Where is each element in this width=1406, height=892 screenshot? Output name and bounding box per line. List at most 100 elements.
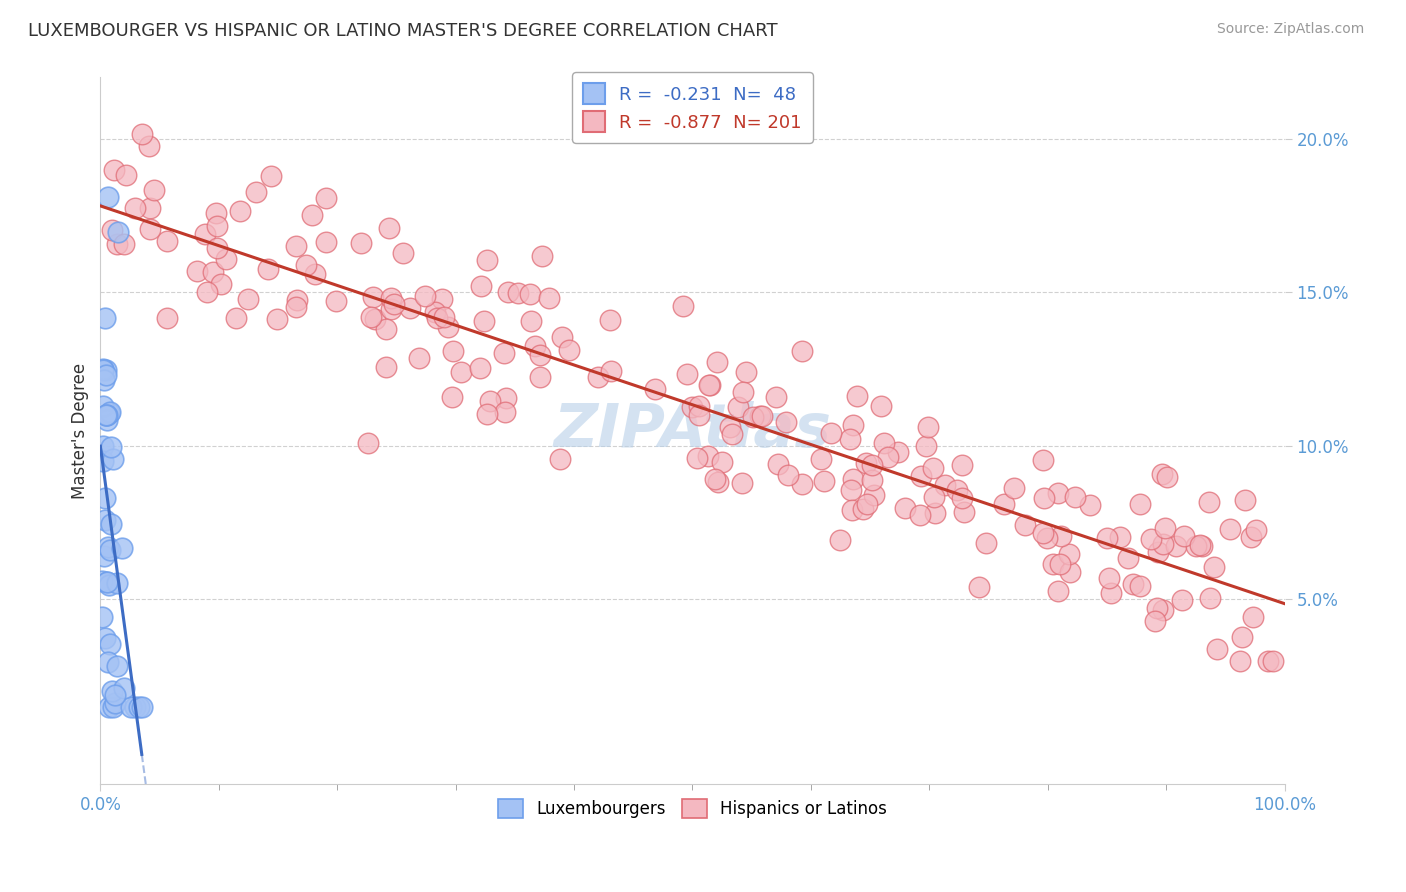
Point [1140,533,1163,547]
Point [537,292,560,306]
Point [1059,566,1081,580]
Point [112,681,135,695]
Point [257,262,280,277]
Point [863,488,886,502]
Point [90,610,112,624]
Point [98,577,121,591]
Point [361,290,384,304]
Point [441,344,464,359]
Point [1002,481,1025,495]
Point [1199,591,1222,605]
Point [686,451,709,466]
Point [349,235,371,250]
Point [792,344,814,359]
Point [93,549,115,563]
Point [855,497,877,511]
Point [1146,601,1168,615]
Point [360,310,382,324]
Point [131,127,153,141]
Point [426,310,449,325]
Point [377,221,399,235]
Point [91,454,114,468]
Point [408,351,430,365]
Point [1109,530,1132,544]
Point [1032,525,1054,540]
Point [1173,528,1195,542]
Point [114,237,136,252]
Point [922,461,945,475]
Point [519,286,541,301]
Point [399,301,422,315]
Point [104,696,127,710]
Point [1191,539,1213,553]
Point [531,249,554,263]
Point [838,432,860,446]
Point [950,491,973,506]
Point [124,201,146,215]
Point [644,382,666,396]
Point [91,574,114,588]
Point [1154,521,1177,535]
Point [1014,517,1036,532]
Point [586,370,609,384]
Point [236,292,259,306]
Point [94,512,117,526]
Point [101,451,124,466]
Text: LUXEMBOURGER VS HISPANIC OR LATINO MASTER'S DEGREE CORRELATION CHART: LUXEMBOURGER VS HISPANIC OR LATINO MASTE… [28,22,778,40]
Point [91,363,114,377]
Point [1032,452,1054,467]
Point [810,452,832,467]
Point [599,313,621,327]
Point [120,700,142,714]
Point [813,475,835,489]
Point [114,168,136,182]
Point [873,436,896,450]
Point [841,503,863,517]
Point [315,191,337,205]
Point [195,285,218,299]
Point [1257,654,1279,668]
Point [284,300,307,314]
Point [946,483,969,497]
Point [1095,532,1118,546]
Point [100,405,122,419]
Point [1184,539,1206,553]
Point [1244,523,1267,537]
Point [156,310,179,325]
Point [107,225,129,239]
Point [131,700,153,714]
Point [91,439,114,453]
Point [974,536,997,550]
Point [93,373,115,387]
Point [718,419,741,434]
Point [94,368,117,382]
Point [495,391,517,405]
Point [1166,540,1188,554]
Point [441,390,464,404]
Point [1152,467,1174,482]
Point [98,543,121,558]
Point [697,449,720,463]
Point [97,540,120,554]
Point [877,450,900,464]
Point [706,475,728,490]
Point [156,235,179,249]
Point [1057,547,1080,561]
Point [1198,495,1220,509]
Point [285,293,308,308]
Point [382,297,405,311]
Point [506,286,529,301]
Point [841,472,863,486]
Point [201,264,224,278]
Point [100,440,122,454]
Point [138,202,160,216]
Point [1143,614,1166,628]
Point [1261,654,1284,668]
Point [380,291,402,305]
Point [470,279,492,293]
Point [128,700,150,714]
Point [852,501,875,516]
Point [96,575,118,590]
Point [1129,497,1152,511]
Point [860,473,883,487]
